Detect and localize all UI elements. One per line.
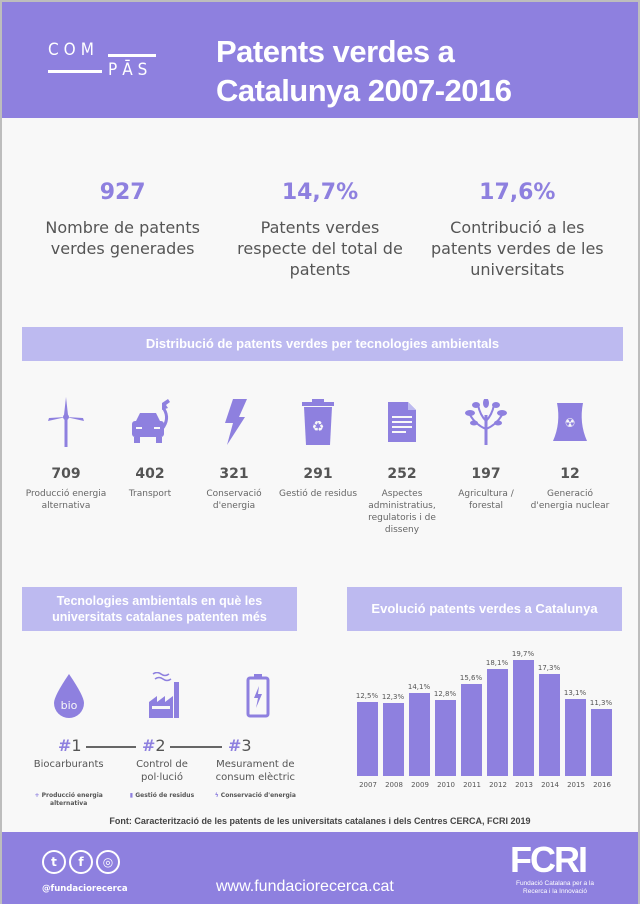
wind-turbine-icon	[24, 392, 108, 452]
recycle-bin-icon: ♻	[276, 392, 360, 452]
nuclear-plant-icon: ☢	[528, 392, 612, 452]
section-title-distribution: Distribució de patents verdes per tecnol…	[22, 327, 623, 361]
category-tag: + Producció energia alternativa	[34, 792, 103, 807]
social-handle: @fundaciorecerca	[42, 884, 128, 894]
plant-icon	[444, 392, 528, 452]
bar-2016: 11,3% 2016	[589, 699, 613, 789]
lightning-icon	[192, 392, 276, 452]
tech-distribution: 709 Producció energia alternativa 402 Tr…	[24, 392, 624, 536]
battery-icon	[246, 674, 270, 722]
facebook-icon[interactable]: f	[69, 850, 93, 874]
stat-total: 927 Nombre de patents verdes generades	[45, 180, 200, 258]
bar-2009: 14,1% 2009	[407, 682, 431, 789]
category-tag: ϟ Conservació d'energia	[214, 792, 296, 799]
svg-text:♻: ♻	[312, 419, 325, 435]
org-name: Fundació Catalana per a la Recerca i la …	[515, 880, 595, 895]
tech-item: 709 Producció energia alternativa	[24, 392, 108, 536]
bar-2011: 15,6% 2011	[459, 673, 483, 789]
page-title: Patents verdes a Catalunya 2007-2016	[216, 34, 512, 108]
category-tag: ▮ Gestió de residus	[129, 792, 195, 799]
stat-universities: 17,6% Contribució a les patents verdes de…	[430, 180, 604, 279]
key-stats: 927 Nombre de patents verdes generades 14…	[2, 180, 638, 280]
bar-2013: 19,7% 2013	[511, 649, 535, 789]
fcri-logo: FCRI	[510, 839, 588, 880]
factory-icon	[147, 671, 183, 722]
section-title-evolution: Evolució patents verdes a Catalunya	[347, 587, 622, 631]
rank-2: #2	[142, 736, 166, 755]
rank-1: #1	[58, 736, 82, 755]
bar-2007: 12,5% 2007	[355, 692, 379, 789]
electric-car-icon	[108, 392, 192, 452]
stat-share: 14,7% Patents verdes respecte del total d…	[237, 180, 403, 279]
bar-2014: 17,3% 2014	[537, 663, 561, 789]
svg-text:bio: bio	[60, 699, 77, 712]
tech-item: ☢ 12 Generació d'energia nuclear	[528, 392, 612, 536]
evolution-bar-chart: 12,5% 2007 12,3% 2008 14,1% 2009 12,8% 2010 15,6…	[355, 647, 617, 792]
section-title-universities: Tecnologies ambientals en què les univer…	[22, 587, 297, 631]
university-ranking: bio #1 #2 #3 Biocarburants Control de po…	[22, 652, 302, 808]
compas-logo: COM PĀS	[48, 40, 158, 90]
header: COM PĀS Patents verdes a Catalunya 2007-…	[2, 2, 638, 118]
tech-item: 252 Aspectes administratius, regulatoris…	[360, 392, 444, 536]
tech-item: ♻ 291 Gestió de residus	[276, 392, 360, 536]
instagram-icon[interactable]: ◎	[96, 850, 120, 874]
bar-2012: 18,1% 2012	[485, 659, 509, 789]
svg-text:☢: ☢	[565, 416, 576, 430]
source-note: Font: Caracterització de les patents de …	[109, 816, 531, 826]
footer: t f ◎ @fundaciorecerca www.fundaciorecer…	[2, 832, 638, 904]
bar-2015: 13,1% 2015	[563, 688, 587, 789]
rank-3: #3	[228, 736, 252, 755]
bar-2010: 12,8% 2010	[433, 690, 457, 789]
tech-item: 402 Transport	[108, 392, 192, 536]
tech-item: 321 Conservació d'energia	[192, 392, 276, 536]
bio-drop-icon: bio	[53, 674, 84, 722]
website-link[interactable]: www.fundaciorecerca.cat	[216, 878, 394, 895]
document-icon	[360, 392, 444, 452]
social-links: t f ◎	[42, 850, 120, 874]
twitter-icon[interactable]: t	[42, 850, 66, 874]
tech-item: 197 Agricultura / forestal	[444, 392, 528, 536]
bar-2008: 12,3% 2008	[381, 693, 405, 789]
